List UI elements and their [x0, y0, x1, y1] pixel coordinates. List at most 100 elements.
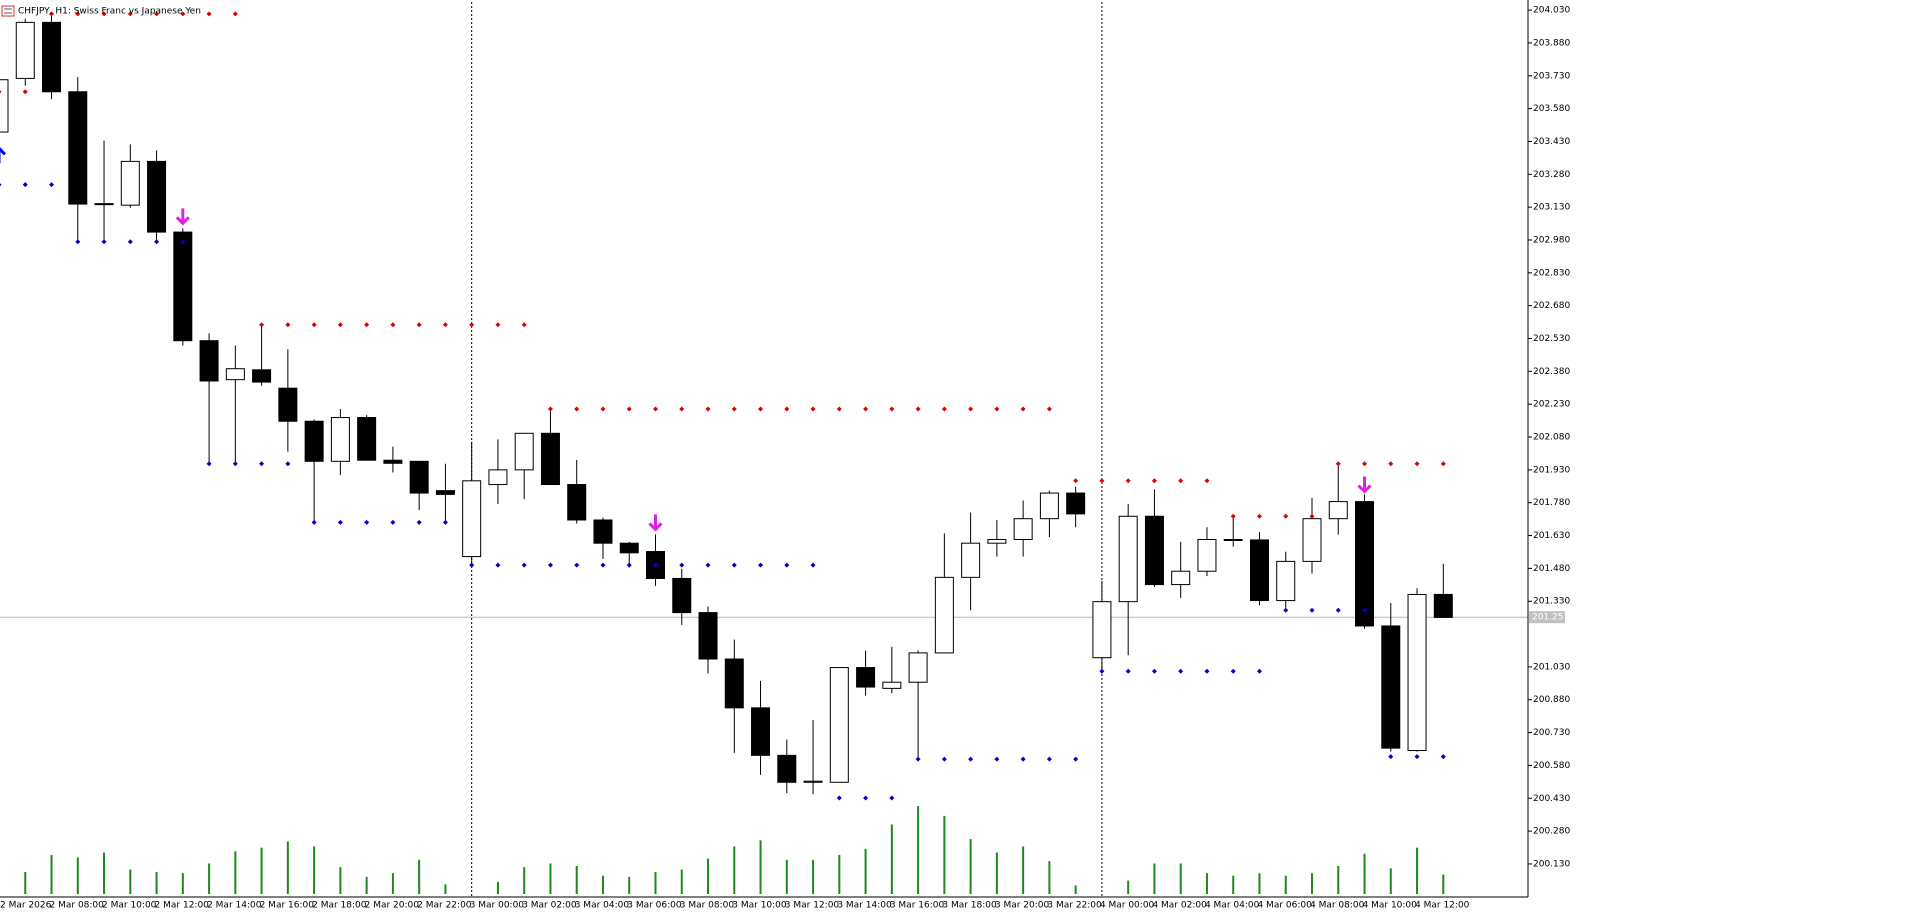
candle-body — [619, 542, 639, 554]
support-dot — [653, 562, 658, 568]
y-tick-label: 202.080 — [1533, 433, 1570, 443]
y-tick-label: 203.880 — [1533, 38, 1570, 48]
resistance-dot — [889, 406, 895, 412]
candle-body — [488, 469, 508, 486]
candle-body — [1171, 570, 1191, 586]
resistance-dot — [1440, 461, 1446, 467]
support-dot — [626, 562, 632, 568]
resistance-dot — [626, 406, 632, 412]
y-tick-label: 200.430 — [1533, 794, 1570, 804]
support-dot — [1309, 607, 1315, 613]
candle-body — [252, 369, 272, 383]
current-price-box — [1529, 611, 1565, 624]
candle-body — [1433, 593, 1453, 618]
resistance-dot — [547, 406, 553, 412]
support-dot — [1362, 607, 1368, 613]
candle-body — [68, 91, 88, 205]
y-tick-label: 202.830 — [1533, 268, 1570, 278]
support-dot — [679, 562, 685, 568]
sell-arrow — [648, 514, 663, 532]
resistance-dot — [1020, 406, 1026, 412]
x-tick-label: 2 Mar 12:00 — [155, 901, 210, 911]
candle-body — [15, 21, 35, 79]
candle-body — [567, 484, 587, 521]
x-tick-label: 3 Mar 04:00 — [575, 901, 630, 911]
candle-body — [1223, 538, 1243, 541]
resistance-dot — [863, 406, 869, 412]
resistance-dot — [1073, 478, 1079, 484]
support-dot — [101, 239, 107, 245]
support-dot — [1125, 668, 1131, 674]
candle-body — [94, 203, 114, 206]
support-dot — [154, 239, 160, 245]
support-dot — [311, 519, 317, 525]
resistance-dot — [1309, 513, 1315, 519]
x-tick-label: 3 Mar 20:00 — [995, 901, 1050, 911]
x-tick-label: 3 Mar 10:00 — [732, 901, 787, 911]
resistance-dot — [232, 11, 238, 17]
resistance-dot — [915, 406, 921, 412]
x-tick-label: 3 Mar 06:00 — [627, 901, 682, 911]
y-tick-label: 200.580 — [1533, 761, 1570, 771]
resistance-dot — [1256, 513, 1262, 519]
current-price-label: 201.257 — [1532, 613, 1569, 623]
support-dot — [521, 562, 527, 568]
y-tick-label: 200.730 — [1533, 728, 1570, 738]
candle-body — [934, 576, 954, 654]
x-tick-label: 4 Mar 00:00 — [1100, 901, 1155, 911]
y-tick-label: 203.430 — [1533, 137, 1570, 147]
resistance-dot — [1414, 461, 1420, 467]
x-tick-label: 2 Mar 14:00 — [207, 901, 262, 911]
resistance-dot — [416, 322, 422, 328]
resistance-dot — [259, 322, 265, 328]
resistance-dot — [968, 406, 974, 412]
resistance-dot — [521, 322, 527, 328]
support-dot — [574, 562, 580, 568]
support-dot — [49, 182, 55, 188]
support-dot — [758, 562, 764, 568]
support-dot — [1073, 756, 1079, 762]
resistance-dot — [758, 406, 764, 412]
support-dot — [416, 519, 422, 525]
candle-body — [409, 460, 429, 494]
resistance-dot — [22, 89, 28, 95]
resistance-dot — [836, 406, 842, 412]
sell-arrow — [175, 208, 190, 226]
candle-body — [383, 459, 403, 464]
candle-body — [803, 780, 823, 783]
support-dot — [127, 239, 133, 245]
candle-body — [1328, 501, 1348, 520]
x-tick-label: 3 Mar 18:00 — [942, 901, 997, 911]
support-dot — [1414, 754, 1420, 760]
support-dot — [836, 795, 842, 801]
resistance-dot — [731, 406, 737, 412]
resistance-dot — [1046, 406, 1052, 412]
support-dot — [259, 461, 265, 467]
candle-body — [1381, 625, 1401, 749]
y-tick-label: 203.130 — [1533, 203, 1570, 213]
support-dot — [600, 562, 606, 568]
candle-body — [882, 681, 902, 689]
y-tick-label: 201.780 — [1533, 498, 1570, 508]
candle-body — [672, 577, 692, 614]
resistance-dot — [679, 406, 685, 412]
resistance-dot — [0, 90, 2, 94]
candle-body — [42, 21, 62, 93]
x-tick-label: 2 Mar 18:00 — [312, 901, 367, 911]
resistance-dot — [653, 406, 658, 412]
resistance-dot — [1099, 478, 1105, 484]
support-dot — [0, 183, 2, 187]
x-tick-label: 3 Mar 12:00 — [785, 901, 840, 911]
sell-arrow — [1357, 476, 1372, 494]
resistance-dot — [1283, 513, 1289, 519]
resistance-dot — [1151, 478, 1157, 484]
support-dot — [1204, 668, 1210, 674]
resistance-dot — [1125, 478, 1131, 484]
y-tick-label: 203.580 — [1533, 104, 1570, 114]
y-tick-label: 202.980 — [1533, 235, 1570, 245]
resistance-dot — [469, 322, 475, 328]
support-dot — [1046, 756, 1052, 762]
candle-body — [1039, 492, 1059, 520]
resistance-dot — [495, 322, 501, 328]
